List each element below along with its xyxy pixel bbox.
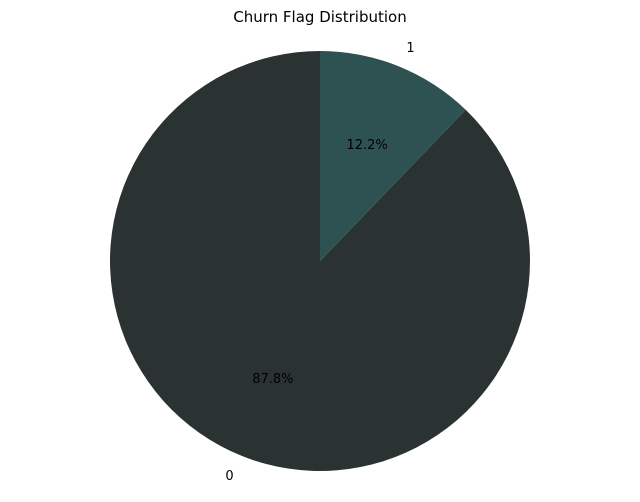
pie-label-0: 0 (225, 469, 233, 484)
pie-percent-label-1: 12.2% (346, 138, 387, 153)
pie-label-1: 1 (406, 41, 414, 56)
chart-title: Churn Flag Distribution (233, 8, 406, 26)
pie-slice-1 (320, 51, 466, 261)
pie-percent-label-0: 87.8% (252, 372, 293, 387)
pie-labels: 0 87.8% 1 12.2% (225, 41, 414, 484)
pie-slice-0 (110, 51, 531, 471)
pie-slices (110, 51, 531, 471)
